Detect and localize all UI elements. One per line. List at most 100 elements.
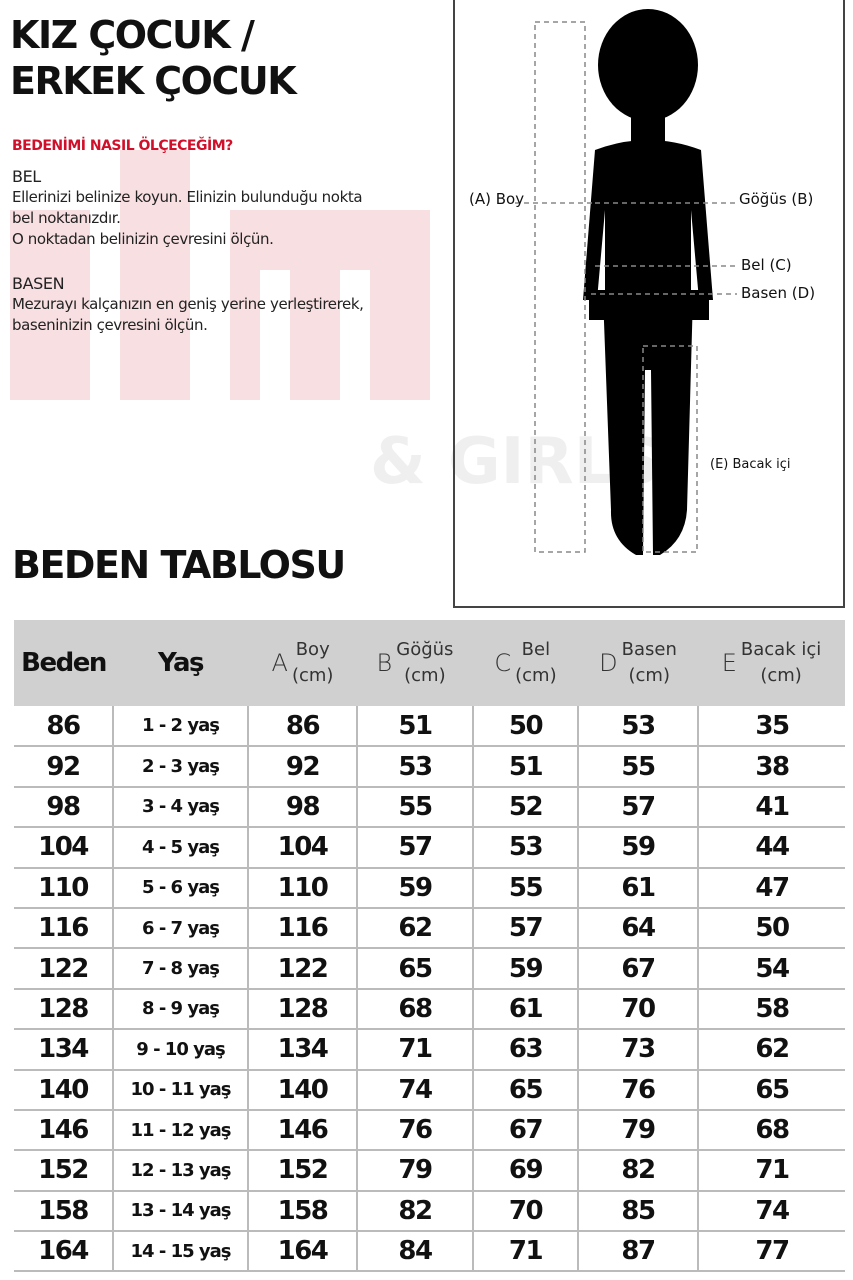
table-cell: 13 - 14 yaş (113, 1190, 249, 1233)
label-boy: (A) Boy (469, 190, 525, 208)
table-cell: 70 (578, 988, 699, 1031)
column-header: A Boy (cm) (248, 620, 357, 706)
table-row: 146 11 - 12 yaş 146 76 67 79 68 (14, 1109, 845, 1152)
column-header: Beden (14, 620, 113, 706)
table-cell: 53 (473, 827, 579, 869)
table-cell: 110 (14, 867, 114, 909)
page-title: KIZ ÇOCUK / ERKEK ÇOCUK (10, 13, 297, 103)
table-cell: 67 (473, 1109, 579, 1152)
table-cell: 104 (14, 827, 114, 869)
table-cell: 92 (14, 746, 114, 788)
table-cell: 158 (248, 1190, 358, 1233)
table-cell: 67 (578, 948, 699, 990)
table-cell: 59 (357, 867, 474, 909)
table-cell: 122 (248, 948, 358, 990)
table-cell: 73 (578, 1029, 699, 1071)
table-cell: 41 (698, 786, 845, 829)
table-cell: 57 (357, 827, 474, 869)
table-cell: 69 (473, 1150, 579, 1192)
table-cell: 4 - 5 yaş (113, 827, 249, 869)
table-cell: 76 (357, 1109, 474, 1152)
table-cell: 85 (578, 1190, 699, 1233)
table-cell: 71 (698, 1150, 845, 1192)
table-cell: 55 (473, 867, 579, 909)
table-cell: 53 (578, 706, 699, 748)
table-cell: 65 (473, 1069, 579, 1111)
table-cell: 62 (357, 907, 474, 950)
column-header: E Bacak içi (cm) (698, 620, 845, 706)
table-cell: 134 (14, 1029, 114, 1071)
table-cell: 64 (578, 907, 699, 950)
table-cell: 76 (578, 1069, 699, 1111)
table-cell: 51 (473, 746, 579, 788)
bel-section: BEL Ellerinizi belinize koyun. Elinizin … (12, 167, 363, 248)
child-silhouette (515, 9, 737, 555)
label-bel: Bel (C) (741, 256, 792, 274)
table-row: 152 12 - 13 yaş 152 79 69 82 71 (14, 1150, 845, 1192)
table-cell: 52 (473, 786, 579, 829)
table-cell: 146 (248, 1109, 358, 1152)
watermark-logo (10, 150, 430, 400)
table-cell: 11 - 12 yaş (113, 1109, 249, 1152)
table-title: BEDEN TABLOSU (12, 543, 346, 587)
table-cell: 86 (248, 706, 358, 748)
table-cell: 98 (14, 786, 114, 829)
table-cell: 10 - 11 yaş (113, 1069, 249, 1111)
table-cell: 63 (473, 1029, 579, 1071)
table-cell: 59 (578, 827, 699, 869)
table-cell: 61 (578, 867, 699, 909)
table-cell: 74 (698, 1190, 845, 1233)
table-cell: 35 (698, 706, 845, 748)
table-cell: 79 (357, 1150, 474, 1192)
table-cell: 55 (578, 746, 699, 788)
table-cell: 140 (14, 1069, 114, 1111)
howto-heading: BEDENİMİ NASIL ÖLÇECEĞİM? (12, 138, 233, 154)
basen-section: BASEN Mezurayı kalçanızın en geniş yerin… (12, 274, 364, 334)
table-cell: 58 (698, 988, 845, 1031)
table-cell: 44 (698, 827, 845, 869)
table-cell: 116 (14, 907, 114, 950)
table-cell: 14 - 15 yaş (113, 1231, 249, 1273)
table-cell: 152 (14, 1150, 114, 1192)
table-cell: 122 (14, 948, 114, 990)
table-cell: 62 (698, 1029, 845, 1071)
table-row: 98 3 - 4 yaş 98 55 52 57 41 (14, 786, 845, 829)
column-header: C Bel (cm) (473, 620, 578, 706)
table-cell: 51 (357, 706, 474, 748)
table-cell: 53 (357, 746, 474, 788)
table-cell: 8 - 9 yaş (113, 988, 249, 1031)
table-cell: 82 (357, 1190, 474, 1233)
table-cell: 54 (698, 948, 845, 990)
table-cell: 61 (473, 988, 579, 1031)
size-table: Beden Yaş A Boy (cm) B Göğüs (cm) C Bel (cm) D Basen… (14, 620, 845, 1273)
table-cell: 164 (14, 1231, 114, 1273)
table-cell: 98 (248, 786, 358, 829)
table-cell: 59 (473, 948, 579, 990)
table-cell: 65 (698, 1069, 845, 1111)
table-cell: 1 - 2 yaş (113, 706, 249, 748)
table-cell: 86 (14, 706, 114, 748)
table-cell: 71 (473, 1231, 579, 1273)
table-cell: 7 - 8 yaş (113, 948, 249, 990)
table-cell: 2 - 3 yaş (113, 746, 249, 788)
table-cell: 47 (698, 867, 845, 909)
table-cell: 50 (473, 706, 579, 748)
table-cell: 92 (248, 746, 358, 788)
table-cell: 110 (248, 867, 358, 909)
table-cell: 152 (248, 1150, 358, 1192)
table-row: 92 2 - 3 yaş 92 53 51 55 38 (14, 746, 845, 788)
table-cell: 38 (698, 746, 845, 788)
column-header: B Göğüs (cm) (357, 620, 473, 706)
label-gogus: Göğüs (B) (739, 190, 814, 208)
table-row: 140 10 - 11 yaş 140 74 65 76 65 (14, 1069, 845, 1111)
table-cell: 3 - 4 yaş (113, 786, 249, 829)
table-cell: 50 (698, 907, 845, 950)
table-row: 86 1 - 2 yaş 86 51 50 53 35 (14, 706, 845, 748)
table-cell: 6 - 7 yaş (113, 907, 249, 950)
table-cell: 104 (248, 827, 358, 869)
table-cell: 68 (357, 988, 474, 1031)
table-row: 134 9 - 10 yaş 134 71 63 73 62 (14, 1029, 845, 1071)
column-header: D Basen (cm) (578, 620, 698, 706)
table-cell: 9 - 10 yaş (113, 1029, 249, 1071)
table-cell: 68 (698, 1109, 845, 1152)
